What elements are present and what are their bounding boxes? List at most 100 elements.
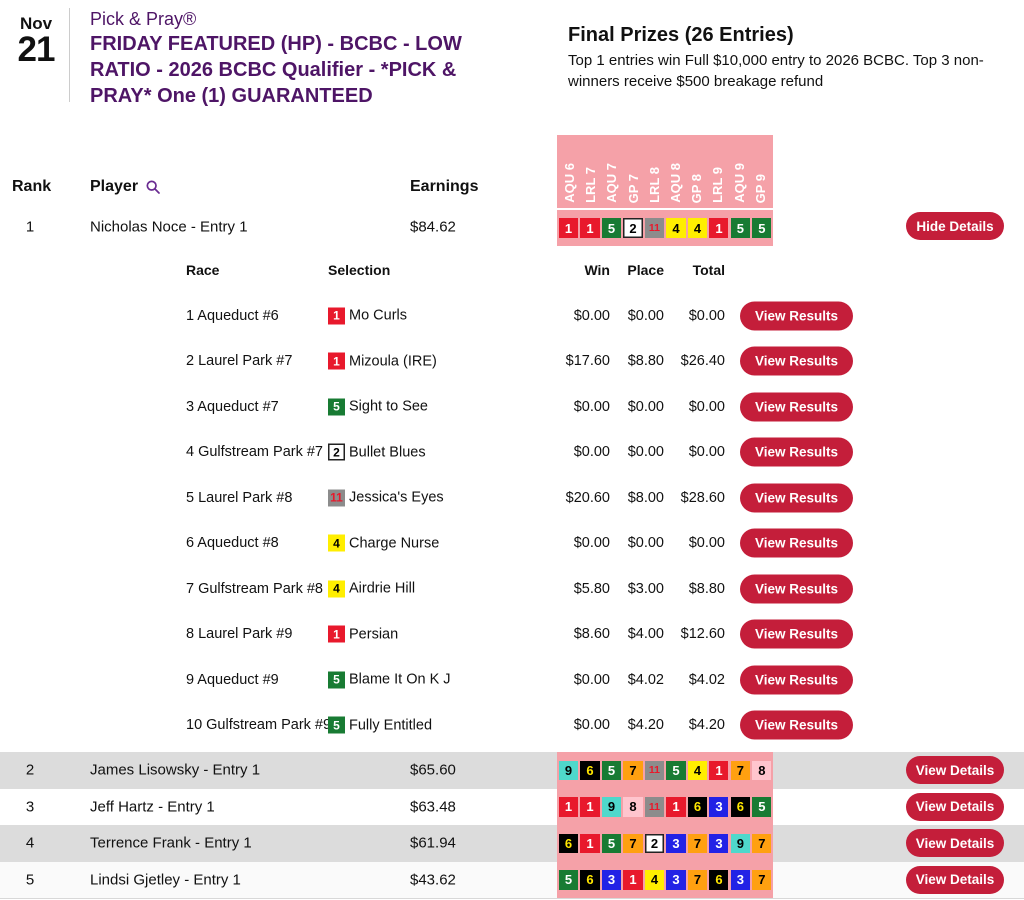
win-amount: $8.60	[573, 626, 610, 643]
total-amount: $4.20	[688, 717, 725, 734]
track-race-header: LRL 8	[646, 167, 662, 203]
race-label: 1 Aqueduct #6	[186, 307, 279, 324]
win-amount: $0.00	[573, 535, 610, 552]
view-results-button[interactable]: View Results	[740, 483, 853, 513]
saddle-cloth-chip: 11	[644, 797, 665, 817]
entry-rank: 3	[25, 798, 35, 816]
view-results-button[interactable]: View Results	[740, 665, 853, 695]
entry-rank: 4	[25, 834, 35, 852]
track-race-header: LRL 7	[583, 167, 599, 203]
place-amount: $4.00	[627, 626, 664, 643]
entry-earnings: $61.94	[410, 834, 456, 852]
total-column-header: Total	[692, 262, 725, 278]
leaderboard-rows: 2 James Lisowsky - Entry 1 $65.60 9 6 5 7 11…	[0, 752, 1024, 899]
contest-title-line: RATIO - 2026 BCBC Qualifier - *PICK &	[90, 59, 457, 81]
horse-name: Mizoula (IRE)	[349, 353, 437, 370]
entry-rank: 1	[25, 218, 35, 236]
total-amount: $0.00	[688, 398, 725, 415]
horse-name: Bullet Blues	[349, 444, 426, 461]
track-header-block: AQU 6 LRL 7 AQU 7 GP 7 LRL 8 AQU 8 GP 8 LRL 9 AQ…	[557, 135, 773, 208]
horse-name: Persian	[349, 626, 399, 643]
place-column-header: Place	[627, 262, 664, 278]
saddle-cloth-chip: 4	[328, 534, 345, 552]
view-details-button[interactable]: View Details	[906, 829, 1004, 858]
race-result-row: 10 Gulfstream Park #9 5 Fully Entitled $…	[0, 703, 1024, 749]
saddle-cloth-chip: 4	[328, 580, 345, 598]
win-amount: $20.60	[565, 489, 610, 506]
entry-rank: 2	[25, 761, 35, 779]
header-divider	[69, 8, 70, 102]
hide-details-button[interactable]: Hide Details	[906, 212, 1004, 240]
saddle-cloth-chip: 1	[709, 218, 729, 238]
saddle-cloth-chip: 1	[580, 797, 600, 817]
saddle-cloth-chip: 4	[644, 870, 665, 890]
selection-cell: 2 Bullet Blues	[328, 443, 426, 461]
race-label: 10 Gulfstream Park #9	[186, 717, 332, 734]
player-column-header: Player	[90, 178, 161, 196]
entry-earnings: $84.62	[410, 218, 456, 236]
search-icon[interactable]	[145, 179, 161, 195]
saddle-cloth-chip: 1	[559, 218, 579, 238]
leaderboard-row: 2 James Lisowsky - Entry 1 $65.60 9 6 5 7 11…	[0, 752, 1024, 789]
view-results-button[interactable]: View Results	[740, 437, 853, 467]
view-results-button[interactable]: View Results	[740, 301, 853, 331]
entry-earnings: $63.48	[410, 798, 456, 816]
view-details-button[interactable]: View Details	[906, 756, 1004, 785]
saddle-cloth-chip: 11	[644, 760, 665, 780]
saddle-cloth-chip: 7	[752, 870, 772, 890]
saddle-cloth-chip: 6	[559, 833, 579, 853]
view-results-button[interactable]: View Results	[740, 528, 853, 558]
view-details-button[interactable]: View Details	[906, 792, 1004, 821]
view-results-button[interactable]: View Results	[740, 619, 853, 649]
race-result-row: 5 Laurel Park #8 11 Jessica's Eyes $20.6…	[0, 475, 1024, 521]
saddle-cloth-chip: 1	[559, 797, 579, 817]
selection-cell: 4 Airdrie Hill	[328, 580, 415, 598]
contest-title: FRIDAY FEATURED (HP) - BCBC - LOW RATIO …	[90, 31, 570, 109]
win-amount: $17.60	[565, 353, 610, 370]
race-label: 9 Aqueduct #9	[186, 671, 279, 688]
horse-name: Fully Entitled	[349, 717, 433, 734]
saddle-cloth-chip: 4	[666, 218, 686, 238]
view-details-button[interactable]: View Details	[906, 865, 1004, 894]
place-amount: $4.02	[627, 671, 664, 688]
saddle-cloth-chip: 5	[601, 218, 622, 238]
contest-date-month: Nov	[19, 14, 53, 33]
win-amount: $0.00	[573, 398, 610, 415]
player-column-label: Player	[90, 178, 139, 195]
horse-name: Mo Curls	[349, 307, 408, 324]
saddle-cloth-chip: 4	[687, 760, 707, 780]
saddle-cloth-chip: 11	[328, 489, 345, 507]
leaderboard-row: 3 Jeff Hartz - Entry 1 $63.48 1 1 9 8 11 1 6 3 6…	[0, 788, 1024, 825]
horse-name: Sight to See	[349, 398, 428, 415]
total-amount: $12.60	[680, 626, 725, 643]
horse-name: Charge Nurse	[349, 535, 440, 552]
view-results-button[interactable]: View Results	[740, 574, 853, 604]
earnings-column-header: Earnings	[410, 178, 479, 195]
track-race-header: GP 8	[689, 173, 705, 203]
saddle-cloth-chip: 5	[601, 833, 622, 853]
saddle-cloth-chip: 2	[623, 218, 643, 238]
view-results-button[interactable]: View Results	[740, 710, 853, 740]
selection-cell: 1 Persian	[328, 625, 399, 643]
total-amount: $4.02	[688, 671, 725, 688]
saddle-cloth-chip: 1	[328, 625, 345, 643]
track-race-header: LRL 9	[710, 167, 726, 203]
saddle-cloth-chip: 6	[580, 760, 600, 780]
view-results-button[interactable]: View Results	[740, 392, 853, 422]
saddle-cloth-chip: 4	[687, 218, 707, 238]
selection-cell: 5 Fully Entitled	[328, 716, 433, 734]
contest-title-line: FRIDAY FEATURED (HP) - BCBC - LOW	[90, 33, 462, 55]
entry-player: Terrence Frank - Entry 1	[90, 834, 252, 852]
saddle-cloth-chip: 7	[687, 833, 707, 853]
saddle-cloth-chip: 1	[623, 870, 643, 890]
win-column-header: Win	[584, 262, 610, 278]
entry-details-panel: Race Selection Win Place Total 1 Aqueduc…	[0, 246, 1024, 752]
win-amount: $0.00	[573, 717, 610, 734]
selection-cell: 5 Blame It On K J	[328, 671, 451, 689]
saddle-cloth-chip: 1	[580, 218, 600, 238]
race-result-row: 2 Laurel Park #7 1 Mizoula (IRE) $17.60 …	[0, 339, 1024, 385]
place-amount: $3.00	[627, 580, 664, 597]
view-results-button[interactable]: View Results	[740, 346, 853, 376]
saddle-cloth-chip: 1	[328, 307, 345, 325]
